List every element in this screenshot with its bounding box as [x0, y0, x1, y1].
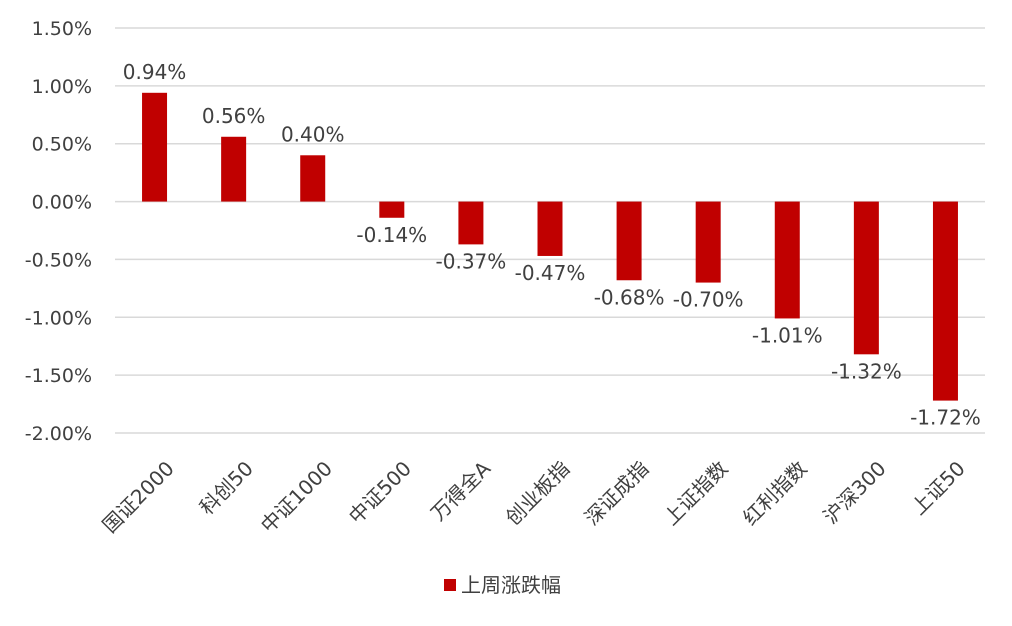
y-tick-label: 1.50% — [32, 18, 92, 40]
bar — [221, 136, 247, 202]
bar — [142, 92, 168, 202]
bar — [379, 201, 405, 218]
bar — [537, 201, 563, 256]
data-label: -0.68% — [594, 285, 665, 309]
y-tick-label: 0.50% — [32, 134, 92, 156]
y-tick-label: 1.00% — [32, 76, 92, 98]
data-label: -0.70% — [673, 288, 744, 312]
data-label: 0.56% — [202, 104, 266, 128]
legend-swatch — [444, 579, 456, 591]
bar — [932, 201, 958, 401]
x-category-label: 中证1000 — [256, 456, 337, 537]
data-label: -0.37% — [436, 249, 507, 273]
x-category-label: 沪深300 — [818, 456, 890, 528]
bar — [458, 201, 484, 245]
y-tick-label: -1.00% — [25, 307, 92, 329]
data-label: 0.40% — [281, 122, 345, 146]
x-category-label: 国证2000 — [98, 456, 179, 537]
bar — [774, 201, 800, 319]
legend-label: 上周涨跌幅 — [461, 573, 561, 597]
x-category-label: 上证50 — [906, 456, 969, 519]
bar — [616, 201, 642, 281]
x-category-label: 中证500 — [344, 456, 416, 528]
x-category-label: 深证成指 — [580, 456, 654, 530]
x-category-label: 万得全A — [426, 456, 495, 525]
y-tick-label: -0.50% — [25, 249, 92, 271]
data-labels: 0.94%0.56%0.40%-0.14%-0.37% -0.47%-0.68% -… — [123, 60, 981, 430]
x-category-label: 上证指数 — [659, 456, 733, 530]
legend: 上周涨跌幅 — [444, 573, 561, 597]
data-label: -1.72% — [910, 406, 981, 430]
bar — [695, 201, 721, 283]
data-label: -0.14% — [356, 223, 427, 247]
y-tick-label: -2.00% — [25, 423, 92, 445]
y-tick-label: -1.50% — [25, 365, 92, 387]
bar-series — [142, 92, 958, 401]
x-category-label: 红利指数 — [738, 456, 812, 530]
x-category-label: 创业板指 — [501, 456, 575, 530]
y-axis-tick-labels: 1.50% 1.00% 0.50% 0.00% -0.50% -1.00% -1.50% -2… — [25, 18, 92, 445]
y-tick-label: 0.00% — [32, 192, 92, 214]
x-category-label: 科创50 — [195, 456, 258, 519]
bar — [853, 201, 879, 355]
data-label: 0.94% — [123, 60, 187, 84]
gridlines — [115, 27, 985, 434]
data-label: -1.01% — [752, 323, 823, 347]
data-label: -0.47% — [515, 261, 586, 285]
bar — [300, 155, 326, 202]
data-label: -1.32% — [831, 359, 902, 383]
